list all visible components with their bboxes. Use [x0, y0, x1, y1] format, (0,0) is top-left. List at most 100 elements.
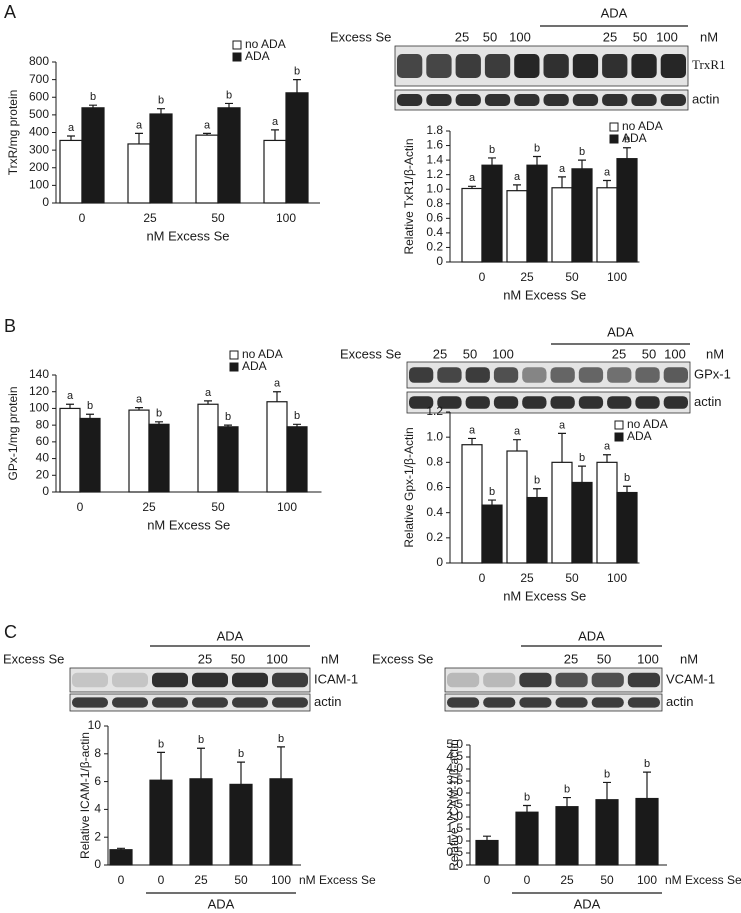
- panel-letter: A: [4, 2, 16, 22]
- x-tick-label: 0: [484, 873, 491, 887]
- legend-marker: [614, 432, 624, 442]
- blot-band: [519, 697, 552, 708]
- error-bar: [468, 185, 476, 189]
- bar: [263, 139, 287, 204]
- y-tick-label: 200: [29, 160, 49, 174]
- y-tick-label: 0.8: [426, 455, 443, 469]
- x-tick-label: 0: [79, 211, 86, 225]
- x-tick-label: 100: [276, 211, 296, 225]
- bar: [616, 491, 638, 564]
- y-axis-title: Relative VCAM-1/β-actin: [447, 739, 461, 871]
- significance-letter: b: [564, 783, 570, 795]
- blot-row-label: Excess Se: [330, 29, 391, 44]
- dose-label: 50: [642, 346, 656, 361]
- x-axis-title: nM Excess Se: [146, 228, 229, 243]
- y-tick-label: 500: [29, 107, 49, 121]
- bar: [127, 143, 151, 204]
- dose-label: 50: [483, 29, 497, 44]
- dose-label: 100: [656, 29, 678, 44]
- x-tick-label: 0: [524, 873, 531, 887]
- y-axis-title: Relative TxR1/β-Actin: [402, 138, 416, 254]
- x-tick-label: 100: [607, 270, 627, 284]
- error-bar: [86, 413, 94, 419]
- significance-letter: a: [604, 166, 611, 178]
- x-tick-label: 0: [479, 270, 486, 284]
- significance-letter: a: [205, 387, 212, 399]
- y-tick-label: 0.6: [426, 480, 443, 494]
- bar: [149, 113, 173, 204]
- x-axis-title: nM Excess Se: [503, 287, 586, 302]
- dose-label: 100: [509, 29, 531, 44]
- x-tick-label: 100: [271, 873, 291, 887]
- legend-marker: [232, 52, 242, 62]
- x-axis-title: nM Excess Se: [665, 873, 741, 887]
- blot-band: [397, 54, 423, 78]
- blot-band: [272, 672, 308, 688]
- blot-band-label: actin: [692, 91, 719, 106]
- bar: [635, 797, 659, 866]
- blot-band: [602, 94, 628, 106]
- blot-band: [663, 367, 688, 383]
- significance-letter: b: [278, 733, 284, 745]
- significance-letter: b: [158, 95, 164, 107]
- blot-band: [627, 672, 660, 688]
- error-bar: [523, 804, 531, 813]
- blot-band: [426, 54, 452, 78]
- significance-letter: b: [579, 452, 585, 464]
- blot-band: [72, 697, 108, 708]
- blot-band: [522, 396, 547, 409]
- error-bar: [89, 104, 97, 108]
- bar: [109, 849, 133, 866]
- legend-marker: [232, 40, 242, 50]
- significance-letter: b: [604, 768, 610, 780]
- blot-band: [483, 672, 516, 688]
- blot-band: [572, 54, 599, 78]
- y-tick-label: 1.0: [426, 429, 443, 443]
- significance-letter: a: [559, 163, 566, 175]
- y-tick-label: 300: [29, 142, 49, 156]
- error-bar: [623, 485, 631, 493]
- bar: [197, 403, 219, 493]
- legend-label: ADA: [622, 131, 647, 145]
- bar: [551, 187, 573, 263]
- significance-letter: b: [158, 738, 164, 750]
- blot-band: [465, 396, 490, 409]
- blot-band: [437, 396, 462, 409]
- significance-letter: b: [624, 134, 630, 146]
- y-tick-label: 1.2: [426, 404, 443, 418]
- significance-letter: a: [469, 424, 476, 436]
- blot-band: [484, 94, 511, 106]
- x-tick-label: 25: [194, 873, 208, 887]
- blot-band-label: actin: [314, 694, 341, 709]
- error-bar: [513, 184, 521, 191]
- error-bar: [643, 771, 651, 799]
- y-tick-label: 0: [42, 484, 49, 498]
- panel-letter: B: [4, 316, 16, 336]
- blot-band: [543, 94, 569, 106]
- error-bar: [558, 432, 566, 463]
- blot-band: [635, 396, 660, 409]
- y-tick-label: 8: [94, 746, 101, 760]
- dose-label: 25: [455, 29, 469, 44]
- dose-label: 25: [564, 651, 578, 666]
- blot-band: [409, 367, 434, 383]
- blot-band: [522, 367, 547, 383]
- bar: [148, 423, 170, 493]
- y-tick-label: 100: [29, 401, 49, 415]
- bar: [616, 158, 638, 263]
- group-label: ADA: [574, 896, 601, 911]
- blot-band: [555, 697, 588, 708]
- error-bar: [623, 147, 631, 159]
- y-tick-label: 600: [29, 89, 49, 103]
- blot-band: [578, 367, 604, 383]
- bar: [217, 426, 239, 493]
- blot-band: [572, 94, 599, 106]
- x-tick-label: 25: [142, 500, 156, 514]
- blot-band: [447, 672, 480, 688]
- bar: [195, 134, 219, 204]
- y-tick-label: 0.4: [426, 225, 443, 239]
- blot-band: [483, 697, 516, 708]
- significance-letter: b: [489, 486, 495, 498]
- error-bar: [117, 847, 125, 850]
- panel-letter: C: [4, 622, 17, 642]
